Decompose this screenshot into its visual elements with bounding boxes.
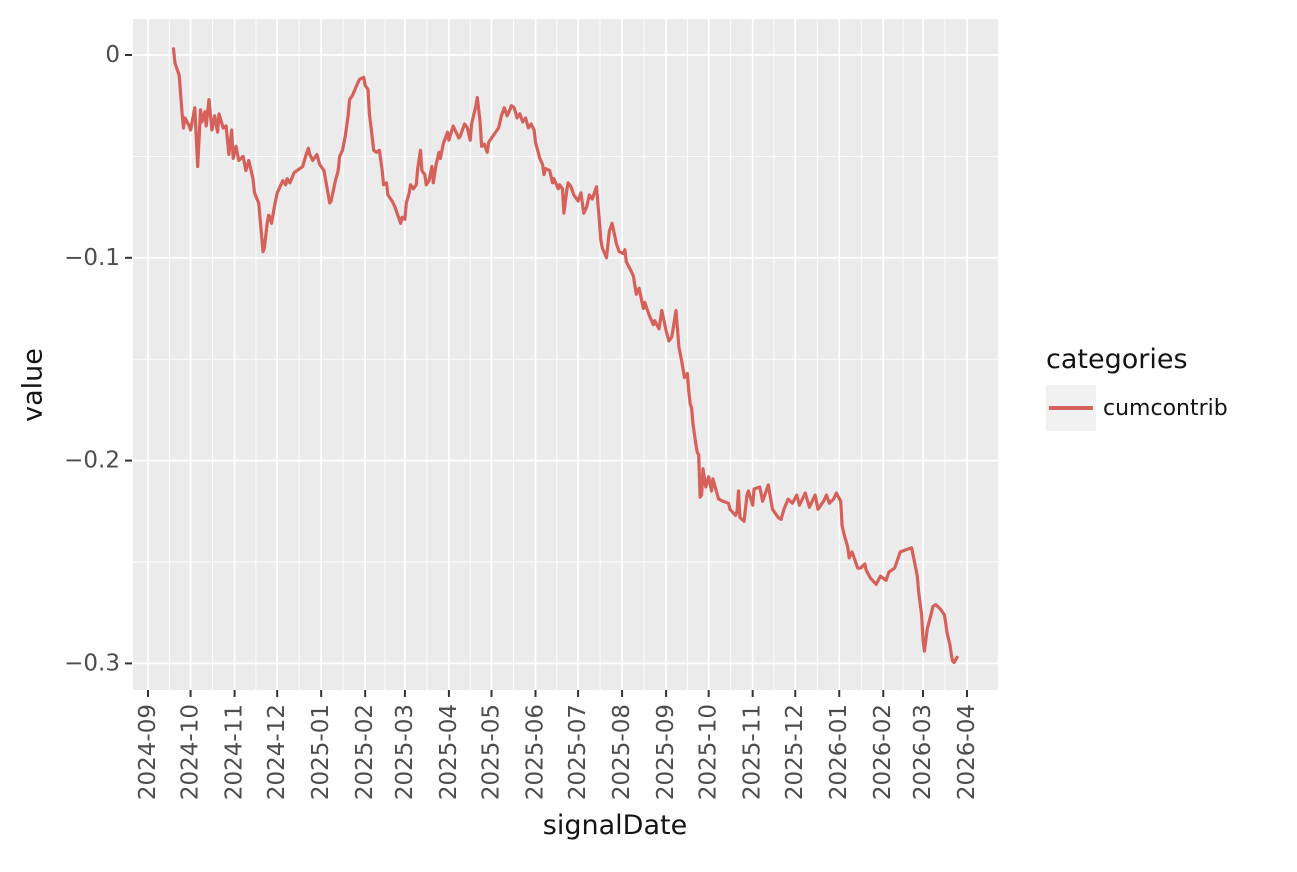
x-tick-label: 2026-03 (910, 704, 936, 800)
x-tick-label: 2025-09 (653, 704, 679, 800)
legend-key (1046, 385, 1096, 431)
legend-entry-cumcontrib: cumcontrib (1046, 385, 1228, 431)
x-tick-label: 2025-08 (609, 704, 635, 800)
y-axis-title: value (17, 348, 49, 422)
x-tick-label: 2024-12 (264, 704, 290, 800)
y-tick-label: −0.1 (64, 245, 120, 271)
x-tick-label: 2024-11 (222, 704, 248, 800)
legend-title: categories (1046, 344, 1188, 375)
x-axis-title: signalDate (542, 810, 688, 841)
plot-panel (133, 19, 998, 690)
y-tick-label: −0.3 (64, 650, 120, 676)
x-tick-label: 2025-04 (436, 704, 462, 800)
x-tick-label: 2026-01 (826, 704, 852, 800)
y-tick-label: 0 (105, 42, 120, 68)
x-tick-label: 2025-05 (479, 704, 505, 800)
series-line-cumcontrib (171, 47, 959, 664)
x-tick-label: 2026-04 (954, 704, 980, 800)
x-tick-label: 2025-03 (392, 704, 418, 800)
legend-label: cumcontrib (1103, 395, 1228, 421)
y-tick-label: −0.2 (64, 448, 120, 474)
x-tick-label: 2025-01 (308, 704, 334, 800)
x-tick-label: 2025-10 (696, 704, 722, 800)
x-tick-label: 2024-09 (135, 704, 161, 800)
x-tick-label: 2025-12 (782, 704, 808, 800)
x-tick-label: 2025-02 (352, 704, 378, 800)
legend: categories cumcontrib (1046, 344, 1228, 431)
legend-line-swatch-icon (1049, 406, 1093, 410)
x-tick-label: 2025-11 (740, 704, 766, 800)
x-tick-label: 2025-07 (565, 704, 591, 800)
x-tick-label: 2026-02 (870, 704, 896, 800)
x-tick-label: 2025-06 (523, 704, 549, 800)
x-tick-label: 2024-10 (178, 704, 204, 800)
